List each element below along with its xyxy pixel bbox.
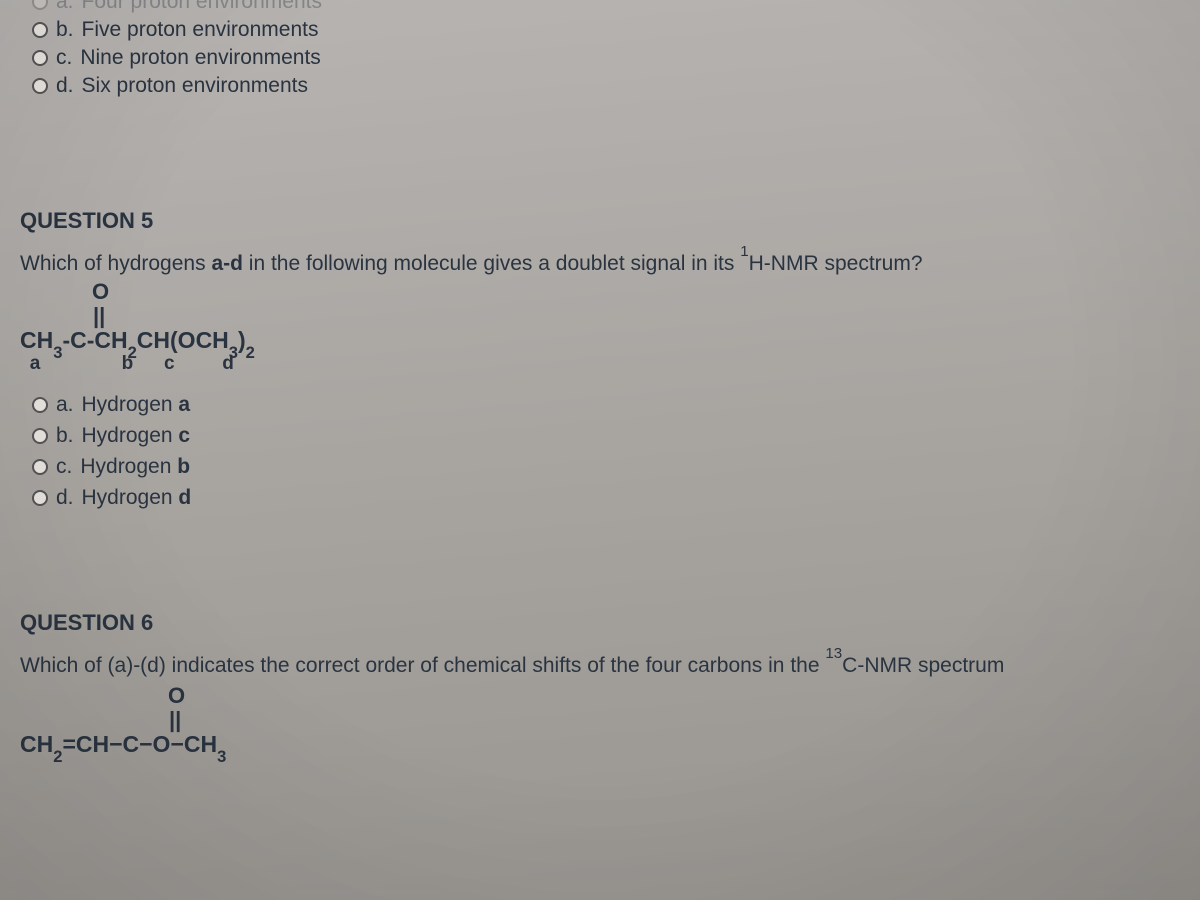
option-letter: d. — [56, 486, 74, 510]
option-text: Six proton environments — [82, 74, 308, 98]
q5-text-pre: Which of hydrogens — [20, 252, 211, 275]
q5-option-a[interactable]: a. Hydrogen a — [32, 393, 1180, 417]
radio-icon[interactable] — [32, 428, 48, 444]
question-6-text: Which of (a)-(d) indicates the correct o… — [20, 654, 1180, 678]
q5-molecule: O || CH3-C-CH2CH(OCH3)2 a b c d — [20, 280, 1180, 375]
mol-sub3: 3 — [53, 343, 62, 362]
mol-ch3: CH — [20, 327, 53, 353]
mol6-formula-line: CH2=CH−C−O−CH3 — [20, 732, 1180, 757]
mol-double-bond: || — [93, 304, 1180, 328]
option-letter: b. — [56, 18, 74, 42]
q4-option-a[interactable]: a. Four proton environments — [32, 0, 1180, 14]
q5-text-post: H-NMR spectrum? — [749, 252, 923, 275]
option-text: Hydrogen c — [82, 424, 191, 448]
radio-icon[interactable] — [32, 397, 48, 413]
q4-options-partial: a. Four proton environments b. Five prot… — [32, 0, 1180, 98]
option-letter: d. — [56, 74, 74, 98]
option-letter: b. — [56, 424, 74, 448]
mol-sub2b: 2 — [246, 343, 255, 362]
q5-option-d[interactable]: d. Hydrogen d — [32, 486, 1180, 510]
radio-icon[interactable] — [32, 22, 48, 38]
option-text: Five proton environments — [82, 18, 319, 42]
mol6-ch2: CH — [20, 731, 53, 757]
label-c: c — [139, 354, 175, 375]
question-5-heading: QUESTION 5 — [20, 208, 1180, 234]
mol-formula-line: CH3-C-CH2CH(OCH3)2 — [20, 328, 1180, 353]
radio-icon[interactable] — [32, 78, 48, 94]
q4-option-d[interactable]: d. Six proton environments — [32, 74, 1180, 98]
q6-text-post: C-NMR spectrum — [842, 654, 1004, 677]
mol6-oxygen: O — [168, 684, 1180, 708]
label-b: b — [55, 354, 133, 375]
option-letter: c. — [56, 455, 72, 479]
option-letter: c. — [56, 46, 72, 70]
radio-icon[interactable] — [32, 459, 48, 475]
q5-option-b[interactable]: b. Hydrogen c — [32, 424, 1180, 448]
q5-sup: 1 — [740, 243, 748, 260]
mol-dash1: -C-CH — [62, 327, 127, 353]
option-text: Hydrogen b — [80, 455, 190, 479]
option-text: Four proton environments — [82, 0, 322, 14]
option-text: Nine proton environments — [80, 46, 320, 70]
q5-options: a. Hydrogen a b. Hydrogen c c. Hydrogen … — [32, 393, 1180, 510]
mol-position-labels: a b c d — [20, 354, 1180, 375]
mol6-sub2: 2 — [53, 747, 62, 766]
radio-icon[interactable] — [32, 50, 48, 66]
question-6-heading: QUESTION 6 — [20, 610, 1180, 636]
radio-icon[interactable] — [32, 0, 48, 10]
q5-text-mid: in the following molecule gives a double… — [243, 252, 740, 275]
label-a: a — [20, 354, 50, 375]
option-letter: a. — [56, 0, 74, 14]
label-d: d — [180, 354, 234, 375]
mol6-double-bond: || — [169, 708, 1180, 732]
option-letter: a. — [56, 393, 74, 417]
q5-text-bold: a-d — [211, 252, 243, 275]
mol6-sub3: 3 — [217, 747, 226, 766]
mol6-rest: =CH−C−O−CH — [62, 731, 217, 757]
q5-option-c[interactable]: c. Hydrogen b — [32, 455, 1180, 479]
mol-ch: CH(OCH — [137, 327, 229, 353]
q6-text-pre: Which of (a)-(d) indicates the correct o… — [20, 654, 825, 677]
option-text: Hydrogen a — [82, 393, 191, 417]
option-text: Hydrogen d — [82, 486, 192, 510]
q6-molecule: O || CH2=CH−C−O−CH3 — [20, 684, 1180, 758]
q6-sup: 13 — [825, 645, 842, 662]
mol-sub2a: 2 — [128, 343, 137, 362]
radio-icon[interactable] — [32, 490, 48, 506]
mol-oxygen: O — [92, 280, 1180, 304]
mol-sub3b: 3 — [229, 343, 238, 362]
question-5-text: Which of hydrogens a-d in the following … — [20, 252, 1180, 276]
q4-option-b[interactable]: b. Five proton environments — [32, 18, 1180, 42]
q4-option-c[interactable]: c. Nine proton environments — [32, 46, 1180, 70]
mol-close: ) — [238, 327, 246, 353]
